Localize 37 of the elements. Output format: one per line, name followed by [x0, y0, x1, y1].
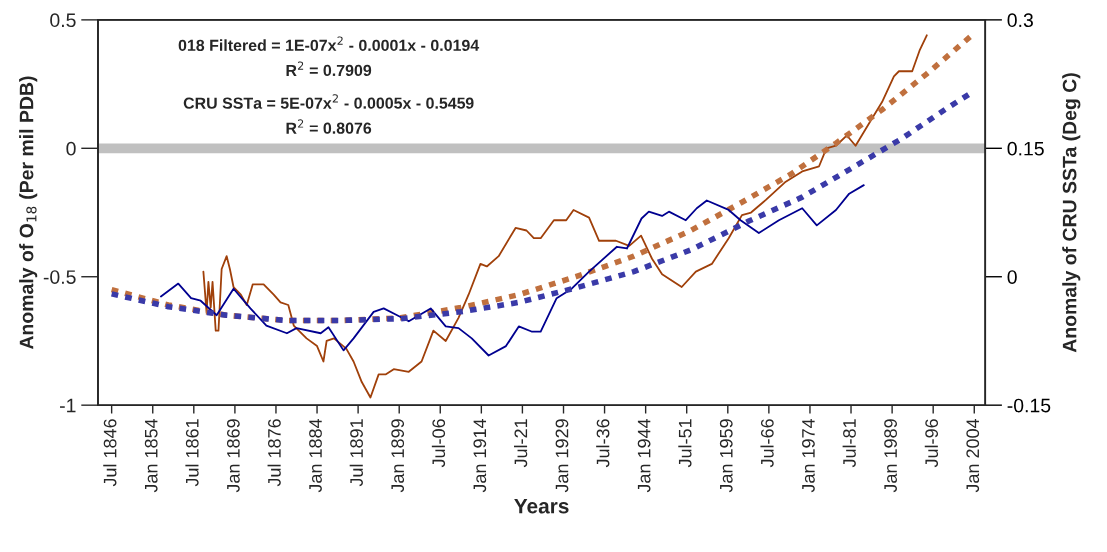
y2-tick-label: 0.15	[1007, 141, 1044, 156]
x-tick-label: Jul-81	[842, 419, 856, 468]
x-tick-label: Jul 1891	[349, 419, 363, 487]
annotation: R$^{2}$ = 0.7909	[286, 61, 372, 77]
x-tick-label: Jan 1914	[473, 418, 487, 493]
x-tick-label: Jan 1929	[555, 419, 569, 493]
y-tick-label: 0.5	[50, 13, 76, 28]
annotation: 018 Filtered = 1E-07x$^{2}$ - 0.0001x - 0.0194	[178, 36, 480, 52]
x-tick-label: Jul-36	[596, 419, 610, 468]
y2-tick-label: 0	[1007, 270, 1017, 284]
x-tick-label: Jan 1989	[884, 419, 897, 493]
x-axis-title: Years	[514, 498, 569, 514]
x-tick-label: Jan 1869	[226, 419, 240, 493]
y2-tick-label: 0.3	[1007, 13, 1033, 28]
x-tick-label: Jan 1854	[144, 418, 158, 493]
y-axis-title: Anomaly of O$_{18}$ (Per mil PDB)	[19, 76, 38, 350]
x-tick-label: Jan 1899	[391, 419, 405, 493]
x-tick-label: Jul-21	[513, 419, 528, 468]
x-tick-label: Jul-06	[431, 419, 446, 468]
y-tick-label: -1	[60, 398, 76, 413]
x-tick-label: Jul-96	[924, 419, 939, 468]
x-tick-label: Jan 1959	[719, 419, 733, 493]
y-tick-label: -0.5	[43, 270, 76, 284]
y-tick-label: 0	[66, 141, 76, 156]
x-tick-label: Jul-51	[678, 419, 692, 468]
x-tick-label: Jan 2004	[966, 418, 980, 493]
x-tick-label: Jan 1944	[637, 418, 651, 493]
annotation: CRU SSTa = 5E-07x$^{2}$ - 0.0005x - 0.5459	[183, 94, 474, 109]
x-tick-label: Jan 1884	[309, 418, 322, 493]
x-tick-label: Jul 1861	[185, 419, 199, 487]
x-tick-label: Jan 1974	[802, 418, 815, 493]
y2-tick-label: -0.15	[1007, 398, 1051, 413]
x-tick-label: Jul 1846	[103, 419, 117, 487]
x-tick-label: Jul 1876	[267, 419, 281, 487]
annotation: R$^{2}$ = 0.8076	[286, 119, 372, 134]
y2-axis-title: Anomaly of CRU SSTa (Deg C)	[1062, 73, 1081, 353]
x-tick-label: Jul-66	[760, 419, 774, 468]
